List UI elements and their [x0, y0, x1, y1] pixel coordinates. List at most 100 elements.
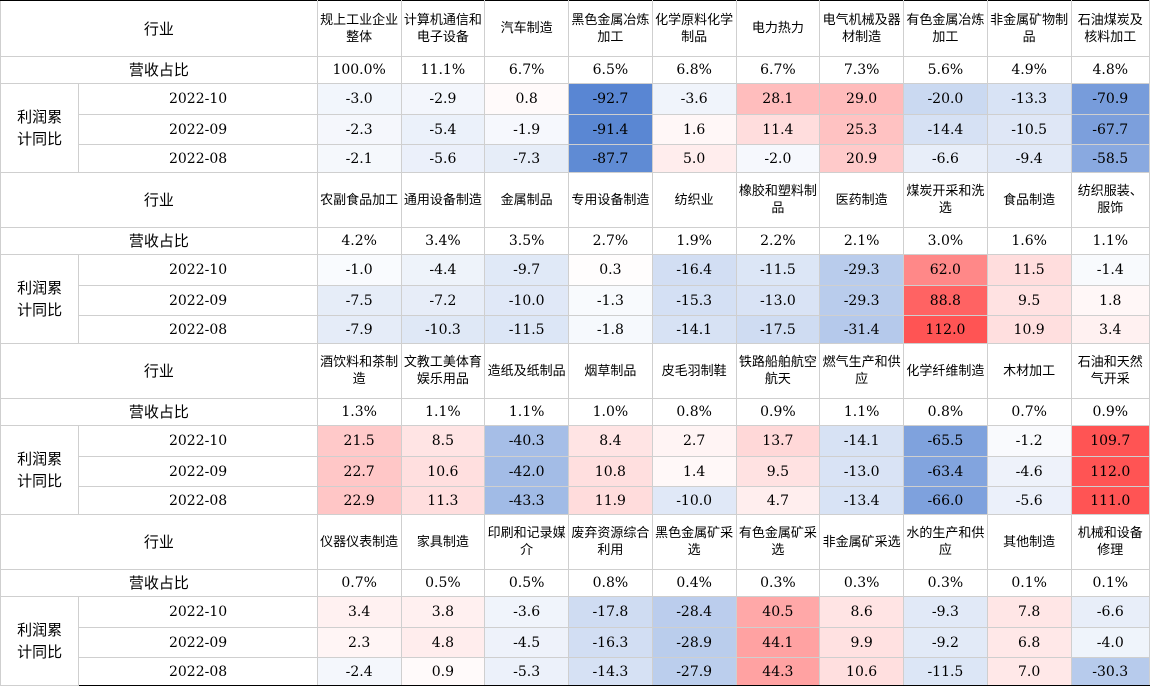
industry-name-cell: 皮毛羽制鞋 — [651, 343, 737, 399]
industry-name-cell: 废弃资源综合利用 — [568, 514, 653, 570]
profit-yoy-value-cell: 44.3 — [735, 657, 821, 686]
revenue-share-cell: 4.9% — [986, 56, 1072, 84]
industry-name-cell: 其他制造 — [986, 514, 1072, 570]
profit-yoy-value-cell: -13.4 — [819, 486, 905, 515]
industry-name-cell: 水的生产和供应 — [903, 514, 988, 570]
revenue-share-cell: 7.3% — [819, 56, 905, 84]
revenue-share-cell: 0.7% — [316, 569, 402, 597]
profit-yoy-value-cell: 3.4 — [316, 596, 402, 628]
profit-yoy-value-cell: 1.4 — [651, 456, 737, 487]
profit-yoy-label: 利润累计同比 — [0, 83, 80, 173]
profit-yoy-row: 利润累计同比 2022-10 -3.0 -2.9 0.8 -92.7 -3.6 28.1 29.… — [0, 83, 1150, 173]
profit-yoy-value-cell: -29.3 — [819, 285, 905, 316]
revenue-share-row: 营收占比 1.3% 1.1% 1.1% 1.0% 0.8% 0.9% 1.1% 0.8% 0.7%… — [0, 398, 1150, 426]
profit-yoy-value-cell: -70.9 — [1070, 83, 1150, 115]
profit-yoy-value-cell: -13.0 — [819, 456, 905, 487]
industry-header-row: 行业 酒饮料和茶制造 文教工美体育娱乐用品 造纸及纸制品 烟草制品 皮毛羽制鞋 铁路船舶航空… — [0, 343, 1150, 399]
profit-yoy-value-cell: 10.9 — [986, 315, 1072, 344]
profit-yoy-value-cell: 28.1 — [735, 83, 821, 115]
profit-yoy-value-cell: -2.9 — [400, 83, 486, 115]
industry-name-cell: 专用设备制造 — [568, 172, 653, 228]
profit-yoy-value-cell: 29.0 — [819, 83, 905, 115]
profit-yoy-value-cell: -14.3 — [568, 657, 653, 686]
profit-yoy-value-cell: -28.4 — [651, 596, 737, 628]
industry-name-cell: 电气机械及器材制造 — [819, 0, 905, 57]
industry-name-cell: 农副食品加工 — [316, 172, 402, 228]
profit-yoy-value-cell: -10.5 — [986, 114, 1072, 145]
industry-name-cell: 文教工美体育娱乐用品 — [400, 343, 486, 399]
profit-yoy-value-cell: 7.0 — [986, 657, 1072, 686]
industry-name-cell: 金属制品 — [484, 172, 570, 228]
profit-yoy-value-cell: -9.4 — [986, 144, 1072, 173]
period-date-cell: 2022-09 — [78, 456, 318, 487]
industry-name-cell: 通用设备制造 — [400, 172, 486, 228]
period-date-cell: 2022-09 — [78, 114, 318, 145]
industry-name-cell: 化学纤维制造 — [903, 343, 988, 399]
period-date-cell: 2022-08 — [78, 144, 318, 173]
profit-yoy-value-cell: 62.0 — [903, 254, 988, 286]
profit-yoy-value-cell: -9.2 — [903, 627, 988, 658]
profit-yoy-value-cell: 11.9 — [568, 486, 653, 515]
profit-yoy-value-cell: 8.5 — [400, 425, 486, 457]
revenue-share-cell: 6.7% — [484, 56, 570, 84]
profit-yoy-value-cell: -42.0 — [484, 456, 570, 487]
profit-yoy-value-cell: -1.9 — [484, 114, 570, 145]
profit-yoy-value-cell: -7.5 — [316, 285, 402, 316]
revenue-share-cell: 3.5% — [484, 227, 570, 255]
revenue-share-cell: 100.0% — [316, 56, 402, 84]
industry-name-cell: 有色金属冶炼加工 — [903, 0, 988, 57]
industry-name-cell: 石油煤炭及核料加工 — [1070, 0, 1150, 57]
profit-yoy-row: 利润累计同比 2022-10 21.5 8.5 -40.3 8.4 2.7 13.7 -14.1… — [0, 425, 1150, 515]
profit-yoy-value-cell: -40.3 — [484, 425, 570, 457]
revenue-share-row: 营收占比 100.0% 11.1% 6.7% 6.5% 6.8% 6.7% 7.3% 5.6% 4… — [0, 56, 1150, 84]
profit-yoy-row: 2022-08 22.9 11.3 -43.3 11.9 -10.0 4.7 -13.4 -66… — [1, 486, 1150, 515]
profit-yoy-value-cell: 10.6 — [400, 456, 486, 487]
revenue-share-label: 营收占比 — [0, 56, 318, 84]
profit-yoy-value-cell: -4.5 — [484, 627, 570, 658]
profit-yoy-value-cell: -13.3 — [986, 83, 1072, 115]
revenue-share-cell: 0.3% — [735, 569, 821, 597]
industry-name-cell: 黑色金属冶炼加工 — [568, 0, 653, 57]
revenue-share-cell: 0.4% — [651, 569, 737, 597]
industry-name-cell: 机械和设备修理 — [1070, 514, 1150, 570]
industry-name-cell: 燃气生产和供应 — [819, 343, 905, 399]
profit-yoy-value-cell: -2.0 — [735, 144, 821, 173]
profit-yoy-value-cell: -3.6 — [484, 596, 570, 628]
profit-yoy-value-cell: -7.9 — [316, 315, 402, 344]
profit-yoy-value-cell: -11.5 — [484, 315, 570, 344]
profit-yoy-value-cell: -7.3 — [484, 144, 570, 173]
revenue-share-label: 营收占比 — [0, 569, 318, 597]
profit-yoy-value-cell: -2.1 — [316, 144, 402, 173]
profit-yoy-value-cell: 11.5 — [986, 254, 1072, 286]
industry-row-label: 行业 — [0, 343, 318, 399]
profit-yoy-value-cell: -4.0 — [1070, 627, 1150, 658]
profit-yoy-value-cell: -5.4 — [400, 114, 486, 145]
profit-yoy-value-cell: -10.3 — [400, 315, 486, 344]
industry-name-cell: 纺织服装、服饰 — [1070, 172, 1150, 228]
industry-header-row: 行业 规上工业企业整体 计算机通信和电子设备 汽车制造 黑色金属冶炼加工 化学原料化学制品… — [0, 0, 1150, 57]
profit-yoy-row: 2022-08 -7.9 -10.3 -11.5 -1.8 -14.1 -17.5 -31.4… — [1, 315, 1150, 344]
revenue-share-label: 营收占比 — [0, 227, 318, 255]
profit-yoy-value-cell: 4.8 — [400, 627, 486, 658]
profit-yoy-value-cell: -1.8 — [568, 315, 653, 344]
industry-header-row: 行业 农副食品加工 通用设备制造 金属制品 专用设备制造 纺织业 橡胶和塑料制品 医药制造 煤炭… — [0, 172, 1150, 228]
industry-header-row: 行业 仪器仪表制造 家具制造 印刷和记录媒介 废弃资源综合利用 黑色金属矿采选 有色金属矿采… — [0, 514, 1150, 570]
profit-yoy-value-cell: -10.0 — [651, 486, 737, 515]
profit-yoy-value-cell: -92.7 — [568, 83, 653, 115]
revenue-share-cell: 0.9% — [1070, 398, 1150, 426]
profit-yoy-value-cell: 6.8 — [986, 627, 1072, 658]
revenue-share-cell: 1.3% — [316, 398, 402, 426]
profit-yoy-value-cell: 5.0 — [651, 144, 737, 173]
revenue-share-cell: 0.3% — [903, 569, 988, 597]
profit-yoy-value-cell: -2.3 — [316, 114, 402, 145]
profit-yoy-value-cell: -43.3 — [484, 486, 570, 515]
profit-yoy-value-cell: -1.4 — [1070, 254, 1150, 286]
profit-yoy-value-cell: -14.1 — [819, 425, 905, 457]
revenue-share-cell: 0.5% — [400, 569, 486, 597]
profit-yoy-row: 2022-09 2.3 4.8 -4.5 -16.3 -28.9 44.1 9.9 -9.2 6.… — [1, 627, 1150, 658]
profit-yoy-value-cell: 7.8 — [986, 596, 1072, 628]
profit-yoy-value-cell: 2.3 — [316, 627, 402, 658]
industry-name-cell: 烟草制品 — [568, 343, 653, 399]
